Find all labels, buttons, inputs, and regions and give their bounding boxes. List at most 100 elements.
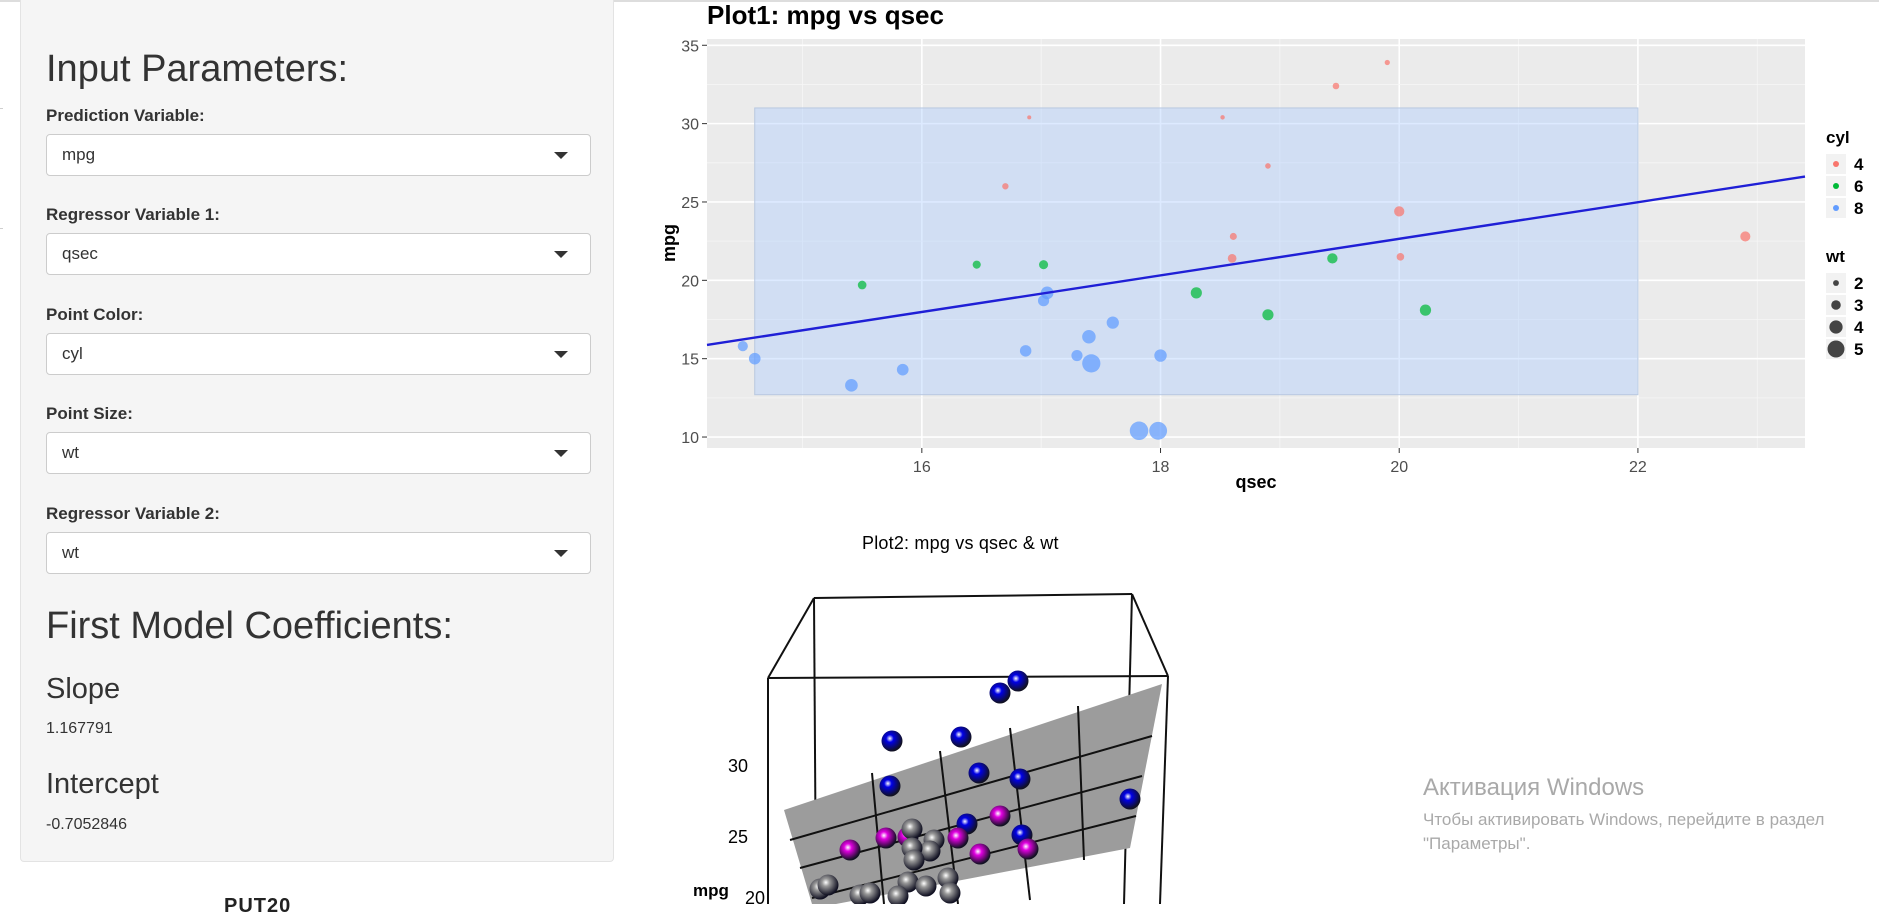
input-sidebar-panel: Input Parameters: Prediction Variable: m…: [20, 0, 614, 862]
point-color-select[interactable]: cyl: [46, 333, 591, 375]
plot2-point: [1017, 838, 1039, 860]
legend-key: [1826, 198, 1846, 218]
x-tick-label: 20: [1390, 459, 1408, 476]
select-value: wt: [62, 543, 79, 562]
scatter-point: [1327, 253, 1338, 264]
legend-title-wt: wt: [1825, 247, 1845, 266]
legend-size-swatch: [1829, 320, 1843, 334]
scatter-point: [896, 363, 909, 376]
plot2-z-axis-label: mpg: [693, 881, 729, 900]
regression-line: [706, 175, 1806, 347]
slope-value: 1.167791: [46, 720, 113, 737]
chevron-down-icon: [554, 251, 568, 258]
selection-rectangle: [754, 107, 1639, 396]
scatter-point: [1220, 115, 1225, 120]
scatter-point: [1740, 231, 1751, 242]
plot2-points: [809, 670, 1141, 904]
legend-key: [1826, 339, 1846, 359]
sidebar-heading: Input Parameters:: [46, 48, 349, 90]
scatter-point: [1265, 163, 1271, 169]
y-tick-label: 10: [681, 430, 699, 447]
select-value: cyl: [62, 344, 83, 363]
plot2-point: [923, 829, 945, 851]
chevron-down-icon: [554, 550, 568, 557]
legend-size-swatch: [1833, 280, 1839, 286]
plot2-point: [947, 827, 969, 849]
plot1-panel: [707, 39, 1805, 448]
regressor-variable-1-select[interactable]: qsec: [46, 233, 591, 275]
legend-label: 5: [1854, 340, 1863, 359]
plot1-title: Plot1: mpg vs qsec: [707, 0, 944, 30]
x-tick-label: 22: [1629, 459, 1647, 476]
plot2-point: [859, 882, 881, 904]
legend-label: 2: [1854, 274, 1863, 293]
windows-activation-watermark-line: Чтобы активировать Windows, перейдите в …: [1423, 810, 1825, 829]
scatter-point: [1071, 349, 1083, 362]
legend-swatch: [1833, 161, 1839, 167]
y-tick-label: 35: [681, 38, 699, 55]
plot1-x-axis-title: qsec: [1235, 472, 1276, 492]
scatter-point: [1019, 345, 1032, 357]
chevron-down-icon: [554, 152, 568, 159]
select-value: mpg: [62, 145, 96, 164]
plot1-fit-line: [706, 175, 1806, 347]
intercept-value: -0.7052846: [46, 816, 127, 833]
plot2-point: [897, 871, 919, 893]
plot2-point: [915, 875, 937, 897]
scatter-point: [1129, 421, 1149, 441]
scatter-point: [1394, 206, 1405, 217]
coefficients-heading: First Model Coefficients:: [46, 605, 453, 647]
scatter-point: [1082, 354, 1101, 373]
y-tick-label: 25: [681, 195, 699, 212]
legend-key: [1826, 273, 1846, 293]
scatter-point: [1027, 115, 1032, 120]
scatter-point: [1106, 316, 1119, 329]
plot2-point: [1009, 768, 1031, 790]
legend-label: 4: [1854, 318, 1864, 337]
legend-title-cyl: cyl: [1826, 128, 1850, 147]
plot2-point: [897, 826, 919, 848]
point-size-select[interactable]: wt: [46, 432, 591, 474]
x-tick-label: 18: [1152, 459, 1170, 476]
plot2-title: Plot2: mpg vs qsec & wt: [862, 533, 1059, 553]
scatter-point: [748, 352, 761, 365]
plot2-point: [875, 827, 897, 849]
scatter-point: [1229, 232, 1237, 240]
prediction-variable-select[interactable]: mpg: [46, 134, 591, 176]
plot1-selection-rect: [754, 107, 1639, 396]
plot2-point: [879, 775, 901, 797]
scatter-point: [1396, 253, 1405, 261]
plot2-point: [881, 730, 903, 752]
select-value: wt: [62, 443, 79, 462]
windows-activation-watermark-title: Активация Windows: [1423, 774, 1645, 801]
scatter-point: [1227, 254, 1237, 263]
plot1-y-axis-title: mpg: [659, 224, 679, 262]
legend-label: 3: [1854, 296, 1863, 315]
regressor-variable-2-select[interactable]: wt: [46, 532, 591, 574]
scatter-point: [1002, 183, 1009, 190]
chevron-down-icon: [554, 351, 568, 358]
plot2-point: [1007, 670, 1029, 692]
plot2-point: [809, 878, 831, 900]
plot2-point: [989, 805, 1011, 827]
cut-off-text: PUT20: [224, 895, 292, 917]
prediction-variable-label: Prediction Variable:: [46, 106, 205, 125]
intercept-label: Intercept: [46, 768, 159, 800]
y-tick-label: 30: [681, 117, 699, 134]
top-border: [0, 0, 1879, 2]
plot2-point: [849, 884, 871, 904]
scatter-point: [1082, 329, 1096, 344]
plot2-point: [901, 818, 923, 840]
legend-label: 4: [1854, 155, 1864, 174]
plot2-regression-plane: [784, 684, 1162, 904]
plot2-point: [937, 867, 959, 889]
slope-label: Slope: [46, 673, 121, 705]
legend-size-swatch: [1831, 300, 1841, 310]
regressor-variable-2-label: Regressor Variable 2:: [46, 504, 220, 523]
point-size-label: Point Size:: [46, 404, 133, 423]
scatter-point: [1149, 421, 1168, 440]
legend-key: [1826, 154, 1846, 174]
scatter-point: [1419, 304, 1432, 316]
scatter-point: [1040, 286, 1054, 300]
